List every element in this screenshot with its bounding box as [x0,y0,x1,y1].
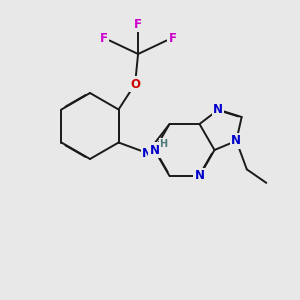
Text: O: O [130,77,140,91]
Text: N: N [213,103,223,116]
Text: F: F [100,32,108,46]
Text: N: N [149,143,160,157]
Text: F: F [134,17,142,31]
Text: N: N [231,134,241,147]
Text: N: N [194,169,205,182]
Text: N: N [142,146,152,160]
Text: F: F [169,32,177,46]
Text: H: H [160,139,168,149]
